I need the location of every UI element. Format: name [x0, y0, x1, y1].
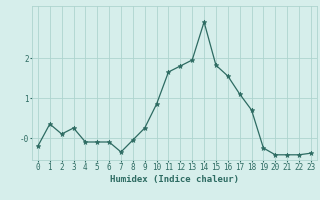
X-axis label: Humidex (Indice chaleur): Humidex (Indice chaleur) [110, 175, 239, 184]
